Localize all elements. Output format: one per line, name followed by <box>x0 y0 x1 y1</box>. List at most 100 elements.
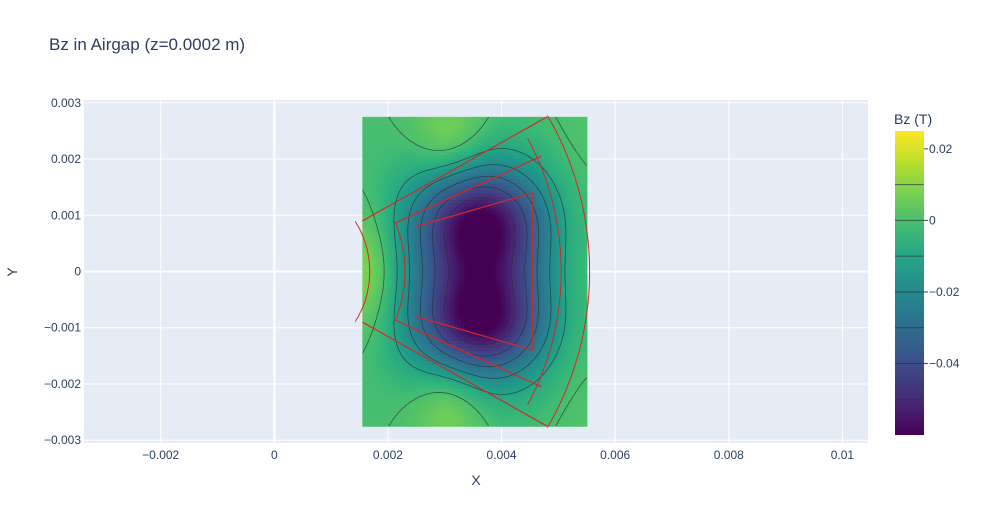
heatmap-cell <box>492 399 496 403</box>
heatmap-cell <box>545 254 549 258</box>
heatmap-cell <box>559 210 563 214</box>
heatmap-cell <box>475 337 479 341</box>
heatmap-cell <box>520 182 524 186</box>
heatmap-cell <box>380 223 384 227</box>
heatmap-cell <box>404 186 408 190</box>
heatmap-cell <box>447 347 451 351</box>
heatmap-cell <box>566 361 570 365</box>
heatmap-cell <box>506 323 510 327</box>
heatmap-cell <box>583 196 587 200</box>
heatmap-cell <box>408 189 412 193</box>
heatmap-cell <box>387 306 391 310</box>
heatmap-cell <box>454 278 458 282</box>
heatmap-cell <box>510 299 514 303</box>
heatmap-cell <box>397 361 401 365</box>
heatmap-cell <box>559 175 563 179</box>
heatmap-cell <box>411 354 415 358</box>
heatmap-cell <box>580 220 584 224</box>
heatmap-cell <box>555 282 559 286</box>
heatmap-cell <box>517 282 521 286</box>
heatmap-cell <box>569 261 573 265</box>
heatmap-cell <box>461 278 465 282</box>
heatmap-cell <box>510 186 514 190</box>
heatmap-cell <box>450 189 454 193</box>
heatmap-cell <box>583 347 587 351</box>
heatmap-cell <box>566 409 570 413</box>
heatmap-cell <box>583 275 587 279</box>
heatmap-cell <box>485 227 489 231</box>
heatmap-cell <box>566 223 570 227</box>
heatmap-cell <box>580 254 584 258</box>
heatmap-cell <box>475 234 479 238</box>
heatmap-cell <box>555 340 559 344</box>
heatmap-cell <box>552 192 556 196</box>
heatmap-cell <box>499 323 503 327</box>
heatmap-cell <box>457 258 461 262</box>
heatmap-cell <box>471 296 475 300</box>
heatmap-cell <box>541 406 545 410</box>
heatmap-cell <box>569 272 573 276</box>
heatmap-cell <box>464 299 468 303</box>
heatmap-cell <box>489 423 493 427</box>
heatmap-cell <box>566 299 570 303</box>
heatmap-cell <box>580 357 584 361</box>
heatmap-cell <box>387 378 391 382</box>
heatmap-cell <box>580 227 584 231</box>
heatmap-cell <box>552 292 556 296</box>
heatmap-cell <box>531 361 535 365</box>
heatmap-cell <box>489 247 493 251</box>
heatmap-cell <box>373 392 377 396</box>
heatmap-cell <box>383 223 387 227</box>
heatmap-cell <box>552 285 556 289</box>
heatmap-cell <box>534 196 538 200</box>
heatmap-cell <box>397 179 401 183</box>
heatmap-cell <box>475 306 479 310</box>
heatmap-cell <box>531 402 535 406</box>
heatmap-cell <box>576 261 580 265</box>
heatmap-cell <box>478 265 482 269</box>
heatmap-cell <box>555 299 559 303</box>
heatmap-cell <box>415 406 419 410</box>
heatmap-cell <box>425 285 429 289</box>
heatmap-cell <box>411 309 415 313</box>
heatmap-cell <box>468 172 472 176</box>
heatmap-cell <box>450 203 454 207</box>
heatmap-cell <box>503 419 507 423</box>
heatmap-cell <box>415 234 419 238</box>
heatmap-cells[interactable] <box>362 117 587 427</box>
heatmap-cell <box>461 292 465 296</box>
heatmap-cell <box>443 278 447 282</box>
heatmap-cell <box>492 268 496 272</box>
heatmap-cell <box>404 189 408 193</box>
heatmap-cell <box>366 172 370 176</box>
heatmap-cell <box>373 241 377 245</box>
heatmap-cell <box>573 289 577 293</box>
heatmap-cell <box>499 227 503 231</box>
heatmap-cell <box>527 272 531 276</box>
heatmap-cell <box>440 423 444 427</box>
heatmap-cell <box>573 299 577 303</box>
heatmap-cell <box>440 409 444 413</box>
heatmap-cell <box>380 320 384 324</box>
heatmap-cell <box>411 423 415 427</box>
heatmap-cell <box>503 381 507 385</box>
heatmap-cell <box>408 306 412 310</box>
heatmap-cell <box>387 261 391 265</box>
heatmap-cell <box>513 399 517 403</box>
heatmap-cell <box>387 282 391 286</box>
heatmap-cell <box>499 230 503 234</box>
heatmap-cell <box>440 285 444 289</box>
heatmap-cell <box>496 217 500 221</box>
heatmap-cell <box>569 247 573 251</box>
heatmap-cell <box>485 237 489 241</box>
heatmap-cell <box>380 388 384 392</box>
heatmap-cell <box>489 357 493 361</box>
heatmap-cell <box>489 268 493 272</box>
heatmap-cell <box>408 299 412 303</box>
heatmap-cell <box>583 296 587 300</box>
heatmap-cell <box>383 234 387 238</box>
heatmap-cell <box>538 268 542 272</box>
heatmap-cell <box>443 409 447 413</box>
heatmap-cell <box>520 175 524 179</box>
